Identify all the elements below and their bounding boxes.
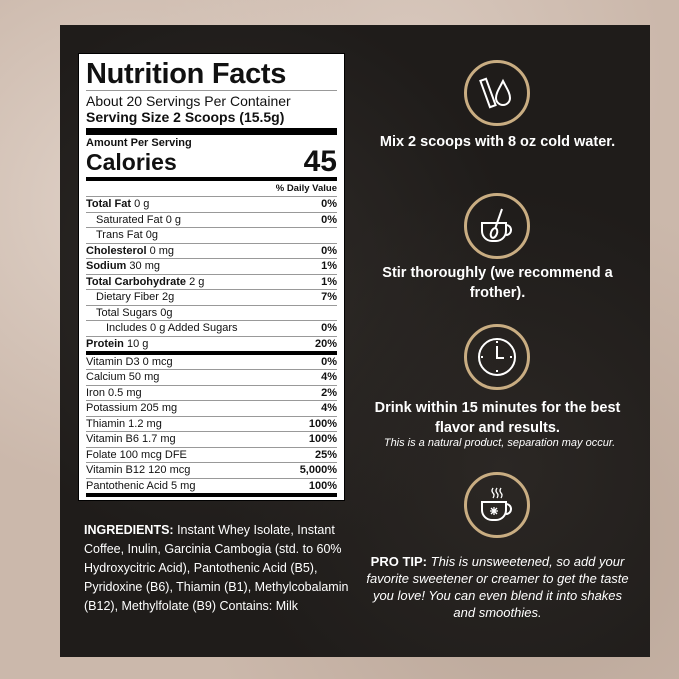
vitamin-name: Calcium 50 mg	[86, 371, 160, 383]
ingredients-heading: INGREDIENTS:	[84, 523, 174, 537]
nutrient-row: Saturated Fat 0 g 0%	[86, 213, 337, 228]
vitamin-row: Iron 0.5 mg 2%	[86, 386, 337, 401]
nutrient-label: Protein	[86, 337, 124, 350]
vitamin-name: Thiamin 1.2 mg	[86, 417, 162, 430]
nutrient-label: Total Fat	[86, 198, 132, 210]
nutrient-dv: 0%	[321, 198, 337, 210]
vitamin-name: Iron 0.5 mg	[86, 386, 142, 399]
vitamin-dv: 0%	[321, 355, 337, 368]
vitamin-row: Calcium 50 mg 4%	[86, 370, 337, 386]
vitamin-row: Vitamin B6 1.7 mg 100%	[86, 432, 337, 448]
ingredients-text: Instant Whey Isolate, Instant Coffee, In…	[84, 523, 349, 613]
nutrient-label: Saturated Fat 0 g	[96, 213, 181, 226]
nutrient-row: Total Sugars 0g	[86, 306, 337, 321]
nutrient-row: Dietary Fiber 2g 7%	[86, 290, 337, 306]
nutrient-row: Protein 10 g 20%	[86, 337, 337, 355]
vitamin-dv: 2%	[321, 386, 337, 399]
nutrient-amount: 0 g	[134, 198, 150, 210]
vitamin-dv: 100%	[308, 433, 337, 445]
vitamin-row: Vitamin D3 0 mcg 0%	[86, 355, 337, 370]
vitamin-name: Vitamin B12 120 mcg	[86, 464, 191, 476]
step-mix: Mix 2 scoops with 8 oz cold water.	[379, 134, 616, 150]
amount-per-serving: Amount Per Serving	[86, 137, 192, 149]
pro-tip-heading: PRO TIP:	[370, 554, 428, 569]
vitamin-name: Folate 100 mcg DFE	[86, 448, 187, 461]
cup-spoon-icon	[464, 193, 530, 259]
step-drink: Drink within 15 minutes for the best fla…	[374, 400, 621, 436]
nutrient-amount: 30 mg	[129, 260, 160, 272]
nutrient-row: Total Carbohydrate 2 g 1%	[86, 275, 337, 290]
ingredients: INGREDIENTS: Instant Whey Isolate, Insta…	[84, 521, 369, 616]
separation-note: This is a natural product, separation ma…	[383, 437, 616, 449]
nutrient-row: Sodium 30 mg 1%	[86, 259, 337, 275]
pro-tip-text: This is unsweetened, so add your favorit…	[366, 554, 629, 620]
nutrient-row: Includes 0 g Added Sugars 0%	[86, 321, 337, 337]
nutrient-name: Includes 0 g Added Sugars	[86, 321, 237, 336]
nutrient-name: Total Fat 0 g	[86, 197, 149, 212]
nutrient-label: Total Carbohydrate	[86, 275, 187, 288]
label-title: Nutrition Facts	[86, 58, 337, 91]
nutrient-row: Cholesterol 0 mg 0%	[86, 244, 337, 259]
nutrient-label: Total Sugars 0g	[96, 306, 173, 319]
calories-row: Calories 45	[86, 145, 337, 181]
nutrient-dv: 7%	[321, 291, 337, 303]
nutrient-amount: 10 g	[126, 337, 149, 350]
step-stir: Stir thoroughly (we recommend a frother)…	[382, 265, 613, 301]
nutrient-dv: 0%	[321, 213, 337, 226]
servings-per-container: About 20 Servings Per Container	[86, 93, 291, 109]
nutrient-label: Sodium	[86, 260, 127, 272]
vitamin-dv: 4%	[321, 371, 337, 383]
serving-size: Serving Size 2 Scoops (15.5g)	[86, 109, 337, 135]
nutrient-name: Total Carbohydrate 2 g	[86, 275, 204, 290]
vitamin-name: Potassium 205 mg	[86, 402, 178, 414]
calories-label: Calories	[86, 149, 177, 175]
vitamin-row: Vitamin B12 120 mcg 5,000%	[86, 463, 337, 479]
nutrient-name: Cholesterol 0 mg	[86, 244, 174, 259]
nutrient-name: Total Sugars 0g	[86, 306, 172, 321]
nutrient-name: Saturated Fat 0 g	[86, 213, 181, 228]
vitamin-row: Potassium 205 mg 4%	[86, 401, 337, 417]
nutrient-dv: 20%	[314, 337, 337, 350]
vitamin-dv: 5,000%	[299, 464, 337, 476]
nutrient-label: Dietary Fiber 2g	[96, 291, 175, 303]
vitamin-row: Thiamin 1.2 mg 100%	[86, 417, 337, 432]
vitamin-dv: 25%	[314, 448, 337, 461]
scoop-water-drop-icon	[464, 60, 530, 126]
nutrient-amount: 2 g	[189, 275, 205, 288]
daily-value-header: % Daily Value	[86, 181, 337, 197]
vitamin-name: Pantothenic Acid 5 mg	[86, 479, 196, 492]
pro-tip: PRO TIP: This is unsweetened, so add you…	[365, 553, 630, 621]
vitamin-row: Pantothenic Acid 5 mg 100%	[86, 479, 337, 497]
vitamin-dv: 100%	[308, 417, 337, 430]
nutrient-dv: 1%	[321, 275, 337, 288]
calories-value: 45	[303, 145, 337, 178]
nutrient-name: Dietary Fiber 2g	[86, 290, 174, 305]
nutrient-name: Sodium 30 mg	[86, 259, 160, 274]
nutrient-label: Trans Fat 0g	[96, 229, 158, 241]
nutrient-dv: 0%	[321, 244, 337, 257]
nutrient-amount: 0 mg	[149, 244, 175, 257]
clock-icon	[464, 324, 530, 390]
vitamin-name: Vitamin D3 0 mcg	[86, 355, 173, 368]
nutrition-facts-label: Nutrition Facts About 20 Servings Per Co…	[78, 53, 345, 501]
vitamin-name: Vitamin B6 1.7 mg	[86, 433, 176, 445]
vitamin-row: Folate 100 mcg DFE 25%	[86, 448, 337, 463]
nutrient-label: Includes 0 g Added Sugars	[106, 322, 238, 334]
nutrient-row: Trans Fat 0g	[86, 228, 337, 244]
nutrient-name: Trans Fat 0g	[86, 228, 158, 243]
nutrient-dv: 0%	[321, 322, 337, 334]
nutrient-label: Cholesterol	[86, 244, 147, 257]
vitamin-dv: 4%	[321, 402, 337, 414]
nutrient-row: Total Fat 0 g 0%	[86, 197, 337, 213]
iced-cup-icon	[464, 472, 530, 538]
vitamin-dv: 100%	[308, 479, 337, 492]
nutrient-name: Protein 10 g	[86, 337, 148, 351]
nutrient-dv: 1%	[321, 260, 337, 272]
